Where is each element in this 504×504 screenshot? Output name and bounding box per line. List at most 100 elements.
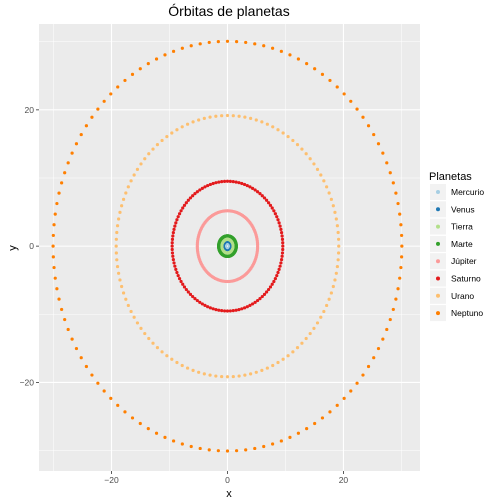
series-marte (217, 234, 238, 259)
orbit-point (96, 107, 100, 111)
orbit-point (272, 209, 276, 213)
orbit-point (288, 435, 292, 439)
orbit-point (376, 346, 381, 351)
orbit-point (139, 326, 143, 330)
legend-label: Mercurio (451, 187, 484, 197)
orbit-point (262, 444, 266, 449)
orbit-point (400, 233, 404, 238)
series-urano (114, 113, 341, 379)
orbit-point (315, 167, 320, 171)
orbit-point (147, 152, 151, 156)
orbit-point (278, 264, 282, 268)
orbit-point (225, 449, 230, 453)
orbit-point (296, 57, 300, 61)
orbit-point (185, 366, 190, 370)
orbit-point (200, 302, 204, 306)
orbit-point (173, 264, 177, 268)
orbit-point (179, 279, 183, 284)
legend-key (436, 293, 440, 298)
orbit-point (114, 237, 118, 241)
orbit-point (258, 297, 262, 301)
orbit-point (243, 115, 247, 119)
orbit-point (276, 128, 280, 132)
orbit-point (361, 373, 365, 377)
y-tick-label: 0 (29, 241, 34, 251)
orbit-point (244, 448, 248, 452)
orbit-point (116, 403, 120, 407)
orbit-point (322, 309, 326, 314)
orbit-point (57, 297, 61, 301)
series-neptuno (51, 39, 404, 453)
orbit-point (260, 194, 264, 198)
orbit-point (174, 267, 178, 271)
orbit-point (361, 115, 365, 119)
orbit-point (248, 185, 252, 189)
orbit-point (124, 191, 128, 195)
orbit-point (231, 244, 235, 249)
orbit-point (126, 185, 130, 189)
orbit-point (176, 215, 180, 219)
orbit-point (312, 326, 316, 330)
orbit-point (335, 85, 339, 89)
orbit-point (170, 241, 174, 245)
orbit-point (184, 201, 188, 205)
orbit-point (280, 254, 284, 258)
orbit-point (280, 234, 284, 238)
orbit-point (135, 167, 140, 171)
orbit-point (109, 92, 113, 96)
orbit-point (250, 186, 255, 190)
orbit-point (276, 360, 280, 365)
orbit-point (328, 410, 332, 414)
orbit-point (242, 306, 247, 310)
orbit-point (264, 198, 269, 202)
legend-label: Marte (451, 239, 473, 249)
orbit-point (53, 276, 57, 280)
orbit-point (394, 191, 398, 195)
orbit-point (385, 327, 389, 332)
orbit-point (129, 309, 133, 314)
orbit-point (249, 372, 253, 376)
orbit-point (234, 39, 239, 44)
orbit-point (277, 221, 281, 225)
orbit-point (154, 431, 159, 435)
orbit-point (135, 321, 140, 325)
orbit-point (124, 297, 128, 301)
orbit-point (225, 375, 230, 379)
orbit-point (260, 120, 264, 124)
legend-key (436, 190, 440, 194)
orbit-point (381, 337, 385, 341)
orbit-point (291, 138, 295, 143)
orbit-point (171, 254, 175, 258)
orbit-point (52, 265, 56, 270)
legend-key (436, 224, 440, 229)
orbit-point (207, 448, 211, 452)
orbit-point (334, 217, 338, 221)
orbit-point (117, 217, 121, 221)
orbit-point (300, 147, 304, 151)
orbit-point (225, 179, 230, 183)
orbit-point (385, 161, 389, 165)
orbit-point (234, 245, 238, 249)
orbit-point (55, 287, 59, 291)
x-tick-label: 20 (339, 475, 349, 485)
orbit-point (66, 161, 70, 165)
orbit-point (286, 134, 290, 139)
orbit-point (186, 290, 190, 294)
orbit-point (281, 247, 285, 252)
orbit-point (272, 279, 276, 284)
orbit-point (193, 192, 197, 196)
orbit-point (165, 134, 169, 139)
orbit-point (96, 381, 100, 385)
orbit-point (391, 307, 395, 312)
orbit-point (170, 251, 175, 255)
orbit-point (179, 209, 183, 213)
orbit-point (181, 206, 185, 210)
orbit-point (139, 162, 143, 166)
orbit-point (171, 234, 175, 238)
orbit-point (185, 122, 190, 126)
orbit-point (207, 40, 211, 45)
legend-label: Venus (451, 204, 475, 214)
orbit-point (84, 364, 88, 369)
orbit-point (70, 337, 74, 341)
orbit-point (240, 307, 244, 311)
